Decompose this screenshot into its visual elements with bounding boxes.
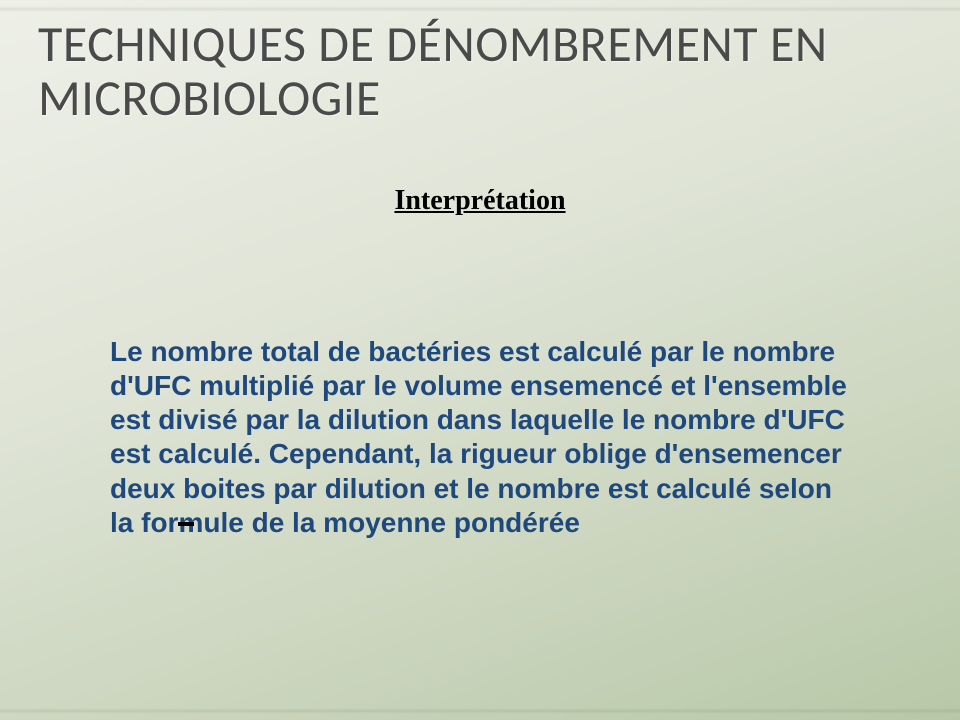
slide-body-text: Le nombre total de bactéries est calculé… [110,335,850,540]
slide: TECHNIQUES DE DÉNOMBREMENT EN MICROBIOLO… [0,0,960,720]
decorative-band-bottom [0,708,960,714]
decorative-band-top [0,6,960,12]
decorative-dash [178,522,194,526]
slide-title: TECHNIQUES DE DÉNOMBREMENT EN MICROBIOLO… [38,18,918,126]
slide-subtitle: Interprétation [0,185,960,217]
